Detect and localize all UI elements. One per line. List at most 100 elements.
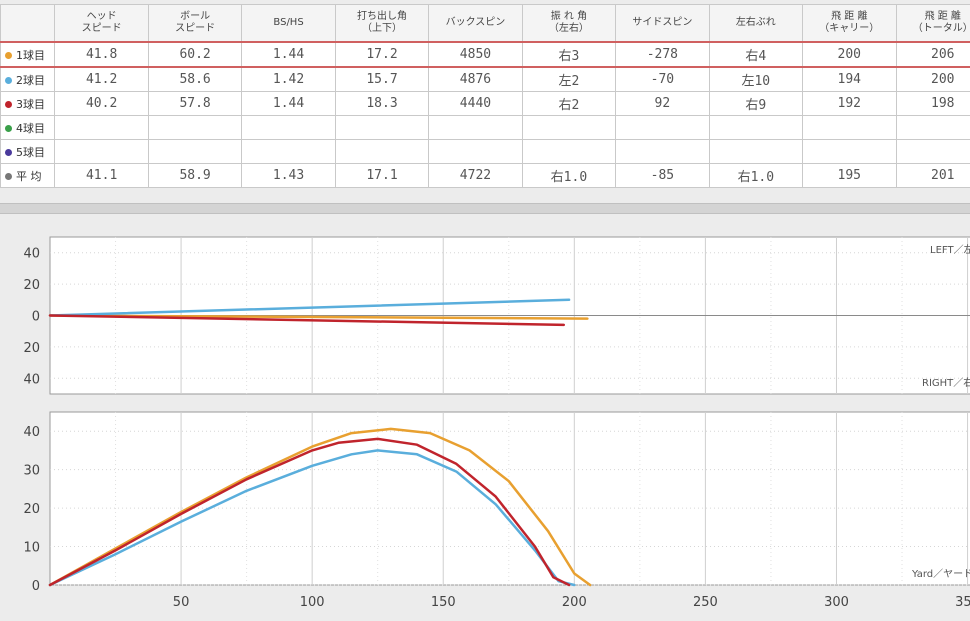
row-label: 5球目 [0, 139, 56, 164]
table-cell: 58.9 [147, 163, 243, 188]
table-cell [802, 115, 897, 140]
table-cell [895, 115, 970, 140]
table-cell: 右3 [521, 41, 617, 68]
table-cell [802, 139, 897, 164]
x-tick-label: 150 [431, 595, 456, 610]
table-cell [241, 115, 336, 140]
table-cell: 4850 [428, 41, 523, 68]
x-tick-label: 50 [173, 595, 190, 610]
y-tick-label: 40 [23, 425, 40, 440]
y-tick-label: 20 [23, 502, 40, 517]
table-cell: 40.2 [54, 91, 149, 116]
table-cell [54, 139, 149, 164]
y-tick-label: 0 [32, 310, 40, 325]
table-cell [334, 139, 430, 164]
table-cell: -278 [615, 41, 710, 68]
table-cell: 57.8 [147, 91, 243, 116]
corner-label-right: RIGHT／右 [922, 376, 970, 389]
table-cell: 1.44 [241, 91, 336, 116]
table-row[interactable]: 5球目 [0, 139, 970, 164]
header-cell: 飛 距 離（キャリー） [802, 4, 897, 43]
series-line-1 [48, 427, 592, 587]
table-cell: 4876 [428, 66, 523, 92]
x-tick-label: 250 [693, 595, 718, 610]
table-cell: 41.1 [54, 163, 149, 188]
table-header-row: ヘッド スピード ボール スピード BS/HS 打ち出し角 （上下） バックスピン 振… [0, 4, 970, 43]
x-tick-label: 350 [955, 595, 970, 610]
series-color-dot-icon [5, 149, 12, 156]
table-cell [615, 115, 710, 140]
series-color-dot-icon [5, 101, 12, 108]
table-cell [54, 115, 149, 140]
table-cell: -70 [615, 66, 710, 92]
table-cell: 198 [895, 91, 970, 116]
header-cell [0, 4, 56, 43]
header-cell: 振 れ 角（左右） [521, 4, 617, 43]
table-cell: 15.7 [334, 66, 430, 92]
table-cell: 58.6 [147, 66, 243, 92]
table-cell: 17.2 [334, 41, 430, 68]
table-cell [708, 139, 804, 164]
table-cell [895, 139, 970, 164]
corner-label-right: Yard／ヤード [911, 568, 970, 580]
header-cell: BS/HS [241, 4, 336, 43]
series-color-dot-icon [5, 77, 12, 84]
chart-height: 40302010050100150200250300350Yard／ヤード [23, 411, 970, 610]
series-color-dot-icon [5, 173, 12, 180]
row-label-text: 4球目 [16, 121, 45, 135]
table-cell: 60.2 [147, 41, 243, 68]
series-line-3 [48, 437, 571, 587]
table-row[interactable]: 平 均 41.1 58.9 1.43 17.1 4722 右1.0 -85 右1.0 195 201 [0, 163, 970, 188]
row-label-text: 平 均 [16, 169, 42, 183]
y-tick-label: 20 [23, 341, 40, 356]
series-line-2 [48, 298, 571, 317]
table-cell [147, 139, 243, 164]
series-color-dot-icon [5, 125, 12, 132]
table-cell [147, 115, 243, 140]
y-tick-label: 20 [23, 278, 40, 293]
series-line-2 [48, 449, 576, 587]
table-cell: 17.1 [334, 163, 430, 188]
header-cell: サイドスピン [615, 4, 710, 43]
table-row[interactable]: 2球目 41.2 58.6 1.42 15.7 4876 左2 -70 左10 194 200 [0, 66, 970, 92]
row-label-text: 1球目 [16, 48, 45, 62]
row-label-text: 3球目 [16, 97, 45, 111]
table-cell [428, 115, 523, 140]
row-label: 2球目 [0, 66, 56, 92]
y-tick-label: 0 [32, 579, 40, 594]
table-cell: 4722 [428, 163, 523, 188]
table-cell: 41.8 [54, 41, 149, 68]
table-cell: 92 [615, 91, 710, 116]
series-color-dot-icon [5, 52, 12, 59]
table-cell: 右2 [521, 91, 617, 116]
table-cell [521, 115, 617, 140]
table-cell: 左10 [708, 66, 804, 92]
table-cell [428, 139, 523, 164]
table-row[interactable]: 1球目 41.8 60.2 1.44 17.2 4850 右3 -278 右4 200 206 [0, 41, 970, 68]
header-cell: ボール スピード [147, 4, 243, 43]
row-label: 4球目 [0, 115, 56, 140]
table-cell: 201 [895, 163, 970, 188]
header-cell: 打ち出し角 （上下） [334, 4, 430, 43]
table-cell [334, 115, 430, 140]
table-cell: 194 [802, 66, 897, 92]
row-label-text: 2球目 [16, 73, 45, 87]
y-tick-label: 40 [23, 372, 40, 387]
table-row[interactable]: 4球目 [0, 115, 970, 140]
row-label: 1球目 [0, 41, 56, 68]
corner-label-left: LEFT／左 [930, 243, 970, 256]
chart-lateral: 40 20 0 20 40 LEFT／左 RIGHT／右 [23, 236, 970, 395]
table-cell [241, 139, 336, 164]
shot-data-table: ヘッド スピード ボール スピード BS/HS 打ち出し角 （上下） バックスピン 振… [0, 4, 970, 188]
table-cell: 206 [895, 41, 970, 68]
row-label: 3球目 [0, 91, 56, 116]
table-row[interactable]: 3球目 40.2 57.8 1.44 18.3 4440 右2 92 右9 192 198 [0, 91, 970, 116]
table-cell: 41.2 [54, 66, 149, 92]
table-cell: 195 [802, 163, 897, 188]
table-cell: 右1.0 [708, 163, 804, 188]
table-cell: 右9 [708, 91, 804, 116]
table-cell [521, 139, 617, 164]
table-cell: 1.43 [241, 163, 336, 188]
row-label: 平 均 [0, 163, 56, 188]
